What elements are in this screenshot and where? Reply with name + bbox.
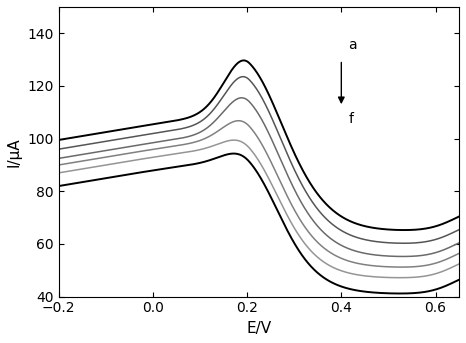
Y-axis label: I/μA: I/μA [7,137,22,167]
X-axis label: E/V: E/V [247,321,272,336]
Text: a: a [349,38,357,52]
Text: f: f [349,112,353,126]
